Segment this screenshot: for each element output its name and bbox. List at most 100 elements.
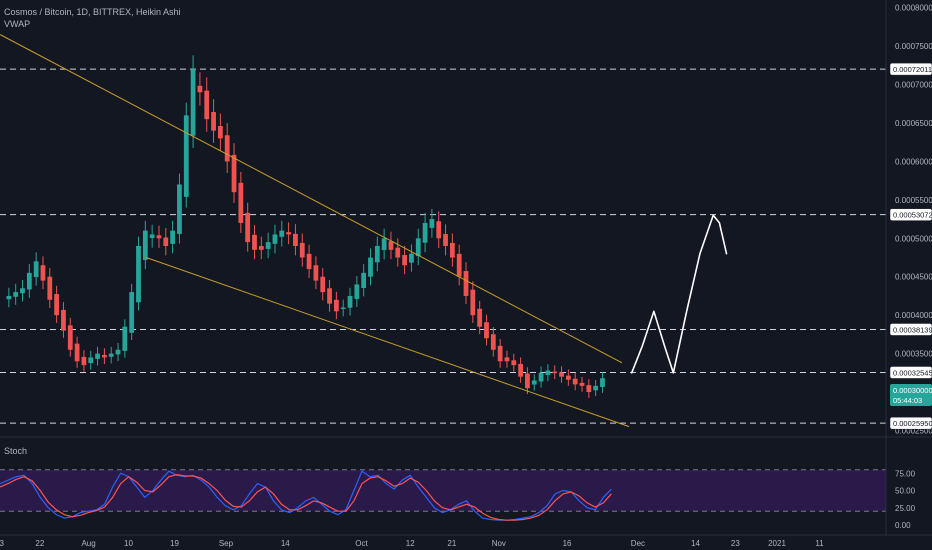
stoch-tick-label: 0.00 xyxy=(895,521,911,530)
price-badge-label: 0.00032545 xyxy=(893,368,932,377)
candle-body xyxy=(388,241,394,250)
candle-body xyxy=(279,230,285,237)
candle-body xyxy=(525,373,530,389)
candle-body xyxy=(211,112,216,131)
time-tick-label: Dec xyxy=(631,539,645,548)
candle-body xyxy=(177,184,182,234)
candle-body xyxy=(122,326,128,351)
candle-body xyxy=(6,295,12,300)
candle-body xyxy=(565,375,571,380)
price-tick-label: 0.00025000 xyxy=(895,426,932,435)
candle-body xyxy=(33,261,39,278)
candle-body xyxy=(81,356,87,366)
time-tick-label: 19 xyxy=(170,539,179,548)
candle-body xyxy=(142,230,148,261)
candle-body xyxy=(204,90,210,120)
candle-body xyxy=(361,272,367,289)
candle-body xyxy=(600,378,605,387)
candle-body xyxy=(368,257,373,277)
candle-body xyxy=(286,232,292,235)
candle-body xyxy=(586,385,592,393)
candle-body xyxy=(559,372,564,377)
time-tick-label: Nov xyxy=(492,539,506,548)
candle-body xyxy=(429,219,435,228)
candle-body xyxy=(163,237,169,246)
candle-body xyxy=(579,382,585,386)
candle-body xyxy=(101,354,107,358)
candle-body xyxy=(347,295,353,308)
candle-body xyxy=(484,322,489,339)
candle-body xyxy=(470,289,476,316)
price-badge xyxy=(889,366,932,379)
candle-body xyxy=(217,126,223,139)
price-badge-label: 05:44:03 xyxy=(893,396,922,405)
candle-body xyxy=(436,221,442,239)
time-tick-label: 11 xyxy=(815,539,824,548)
candle-body xyxy=(395,247,401,258)
candle-body xyxy=(272,234,278,244)
candle-body xyxy=(129,292,135,333)
candle-body xyxy=(306,253,312,270)
candle-body xyxy=(108,353,114,357)
candle-body xyxy=(504,357,510,362)
candle-body xyxy=(422,222,428,243)
time-tick-label: Sep xyxy=(219,539,234,548)
price-badge-label: 0.00030000 xyxy=(893,386,932,395)
candle-body xyxy=(88,357,94,364)
candle-body xyxy=(477,308,483,327)
candle-body xyxy=(381,238,387,251)
candle-body xyxy=(374,245,380,263)
candle-body xyxy=(456,253,462,277)
price-badge xyxy=(890,394,932,407)
stoch-band xyxy=(0,469,886,512)
price-badge-label: 0.00038139 xyxy=(893,325,932,334)
candle-body xyxy=(572,378,578,385)
candle-body xyxy=(531,380,537,385)
price-badge-label: 0.00025950 xyxy=(893,419,932,428)
candle-body xyxy=(538,372,544,382)
candle-body xyxy=(183,115,189,197)
projection-path[interactable] xyxy=(630,214,728,374)
candle-body xyxy=(231,154,237,193)
candle-body xyxy=(156,235,162,239)
stoch-tick-label: 50.00 xyxy=(895,487,916,496)
price-badge-label: 0.00072011 xyxy=(893,65,932,74)
price-badge xyxy=(889,62,932,76)
candle-body xyxy=(26,272,32,290)
candle-body xyxy=(593,385,599,391)
time-tick-label: 14 xyxy=(281,539,290,548)
stoch-tick-label: 25.00 xyxy=(895,504,916,513)
candle-body xyxy=(258,246,264,250)
candle-body xyxy=(443,234,448,246)
time-tick-label: 2021 xyxy=(768,539,786,548)
candle-body xyxy=(61,309,66,331)
candle-body xyxy=(20,288,25,294)
time-tick-label: 3 xyxy=(0,539,5,548)
candle-body xyxy=(545,370,551,375)
candle-body xyxy=(95,353,100,359)
vwap-label: VWAP xyxy=(4,19,31,29)
candle-body xyxy=(40,265,46,281)
candle-body xyxy=(136,245,141,303)
candle-body xyxy=(354,284,360,299)
candle-body xyxy=(299,242,305,258)
price-badge xyxy=(889,208,932,221)
candle-body xyxy=(197,85,203,93)
candle-body xyxy=(265,242,271,249)
candle-body xyxy=(115,349,121,355)
candle-body xyxy=(149,234,155,238)
candle-body xyxy=(327,288,332,304)
symbol-title: Cosmos / Bitcoin, 1D, BITTREX, Heikin As… xyxy=(4,7,181,17)
candle-body xyxy=(490,334,496,350)
time-tick-label: 23 xyxy=(731,539,740,548)
trendline[interactable] xyxy=(146,257,630,428)
time-tick-label: 12 xyxy=(406,539,415,548)
trendline[interactable] xyxy=(0,34,623,364)
